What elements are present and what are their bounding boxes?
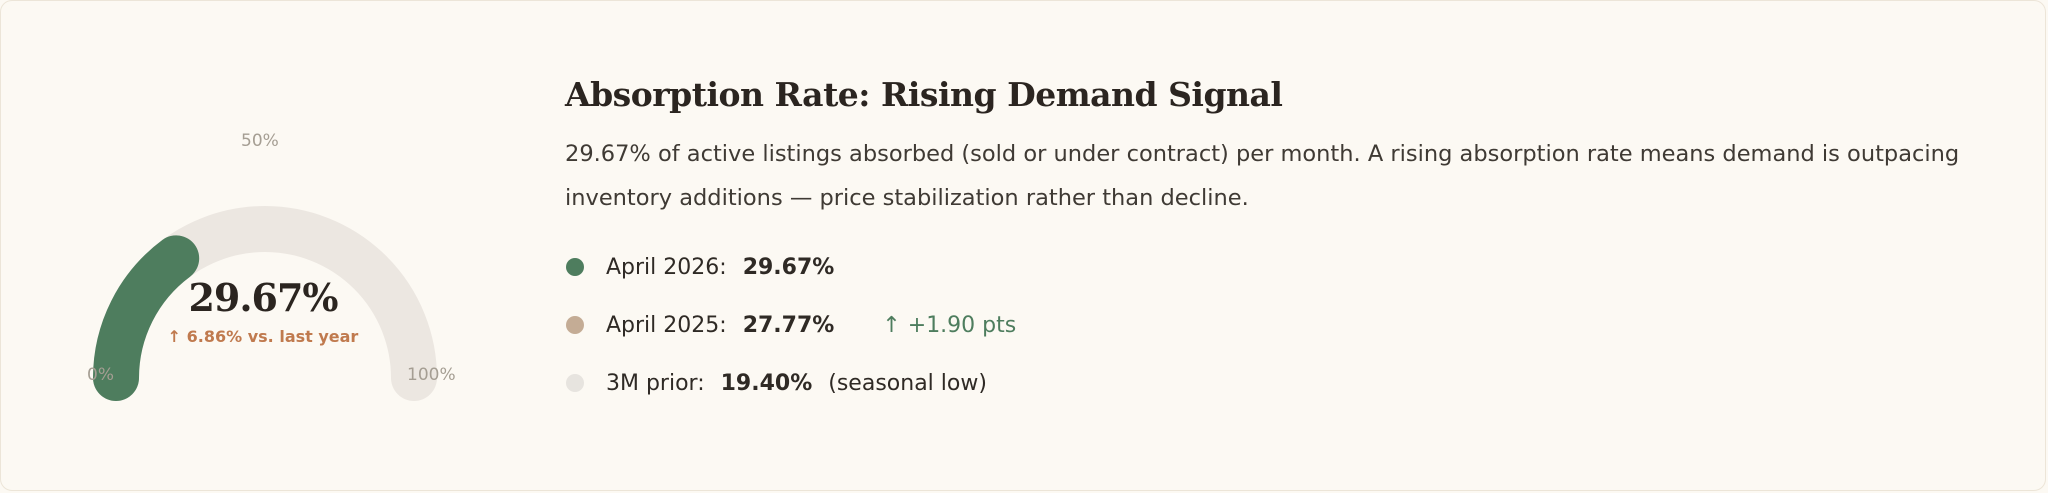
legend-dot-3m-prior	[566, 374, 584, 392]
stat-row-3m-prior: 3M prior: 19.40% (seasonal low)	[565, 354, 2005, 412]
absorption-gauge: 50% 0% 100% 29.67% ↑ 6.86% vs. last year	[61, 121, 481, 401]
stat-row-april-2026: April 2026: 29.67%	[565, 238, 2005, 296]
stats-list: April 2026: 29.67% April 2025: 27.77% ↑ …	[565, 238, 2005, 412]
legend-dot-current	[566, 258, 584, 276]
gauge-tick-min: 0%	[87, 365, 114, 385]
stat-value: 27.77%	[742, 312, 835, 338]
gauge-svg	[93, 206, 437, 401]
stat-value: 29.67%	[742, 254, 835, 280]
gauge-value: 29.67%	[188, 275, 338, 320]
gauge-tick-mid: 50%	[241, 131, 279, 151]
stat-label: 3M prior:	[606, 370, 705, 396]
stat-note: (seasonal low)	[828, 370, 987, 396]
stat-change: ↑ +1.90 pts	[882, 312, 1017, 338]
stat-label: April 2025:	[606, 312, 727, 338]
card-description: 29.67% of active listings absorbed (sold…	[565, 141, 1960, 211]
stat-row-april-2025: April 2025: 27.77% ↑ +1.90 pts	[565, 296, 2005, 354]
gauge-fill	[93, 235, 200, 401]
stat-label: April 2026:	[606, 254, 727, 280]
gauge-tick-max: 100%	[407, 365, 456, 385]
absorption-details: Absorption Rate: Rising Demand Signal 29…	[565, 75, 2005, 412]
stat-value: 19.40%	[720, 370, 813, 396]
legend-dot-prior-year	[566, 316, 584, 334]
gauge-change: ↑ 6.86% vs. last year	[167, 327, 359, 346]
card-title: Absorption Rate: Rising Demand Signal	[565, 75, 1283, 114]
